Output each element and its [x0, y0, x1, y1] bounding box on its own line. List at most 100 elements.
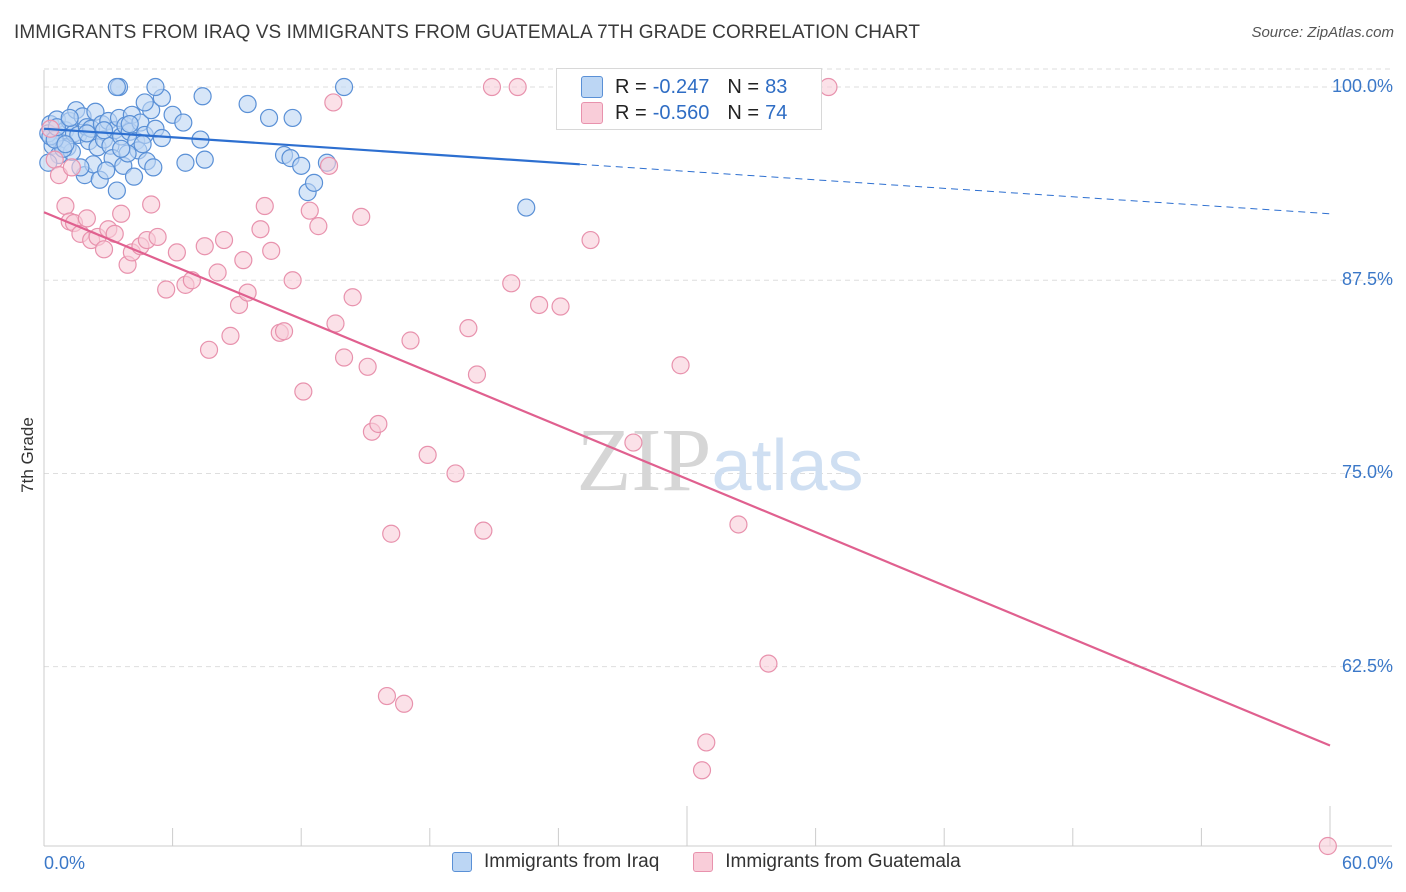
iraq-point-48 — [97, 161, 116, 180]
legend-label-iraq: Immigrants from Iraq — [484, 851, 660, 872]
guatemala-point-7 — [77, 209, 96, 228]
guatemala-point-34 — [262, 241, 281, 260]
x-tick-max: 60.0% — [1341, 853, 1393, 873]
guatemala-point-1 — [45, 150, 64, 169]
iraq-point-51 — [107, 77, 126, 97]
trend-lines — [43, 127, 1331, 747]
guatemala-point-52 — [418, 445, 437, 465]
guatemala-point-57 — [482, 77, 502, 97]
guatemala-point-29 — [229, 295, 249, 315]
iraq-point-71 — [517, 198, 536, 217]
guatemala-point-33 — [255, 196, 274, 216]
guatemala-point-32 — [251, 220, 270, 239]
guatemala-point-62 — [581, 230, 600, 250]
iraq-r-value: -0.247 — [652, 75, 710, 98]
guatemala-r-value: -0.560 — [652, 101, 710, 124]
iraq-n-label: N = — [727, 75, 760, 98]
iraq-point-65 — [283, 108, 302, 128]
series-legend: Immigrants from Iraq Immigrants from Gua… — [452, 851, 995, 873]
iraq-point-80 — [112, 139, 131, 158]
y-tick-label: 100.0% — [1331, 76, 1393, 96]
iraq-point-52 — [135, 93, 154, 112]
guatemala-point-30 — [234, 251, 253, 270]
guatemala-point-26 — [208, 263, 227, 282]
guatemala-point-37 — [283, 271, 302, 290]
iraq-point-78 — [77, 124, 96, 143]
guatemala-point-69 — [819, 77, 838, 97]
iraq-point-41 — [124, 167, 144, 186]
iraq-point-70 — [334, 77, 354, 97]
iraq-point-59 — [195, 150, 214, 169]
iraq-n-value: 83 — [765, 75, 788, 98]
guatemala-point-73 — [62, 158, 81, 177]
gridlines — [44, 68, 1392, 668]
guatemala-point-56 — [474, 521, 493, 540]
legend-swatch-iraq — [452, 852, 472, 872]
correlation-legend: R = -0.247 N = 83 R = -0.560 N = 74 — [556, 68, 822, 130]
guatemala-n-value: 74 — [765, 101, 788, 124]
iraq-point-58 — [193, 87, 212, 106]
iraq-point-62 — [259, 108, 279, 128]
chart-title: IMMIGRANTS FROM IRAQ VS IMMIGRANTS FROM … — [14, 22, 921, 43]
iraq-r-label: R = — [615, 75, 647, 98]
y-tick-label: 75.0% — [1341, 462, 1393, 483]
iraq-point-39 — [107, 181, 126, 200]
guatemala-point-53 — [446, 464, 465, 483]
guatemala-point-25 — [199, 340, 219, 359]
legend-item-iraq[interactable]: Immigrants from Iraq — [452, 851, 659, 873]
guatemala-point-60 — [530, 295, 549, 315]
guatemala-point-59 — [508, 77, 527, 97]
iraq-point-68 — [304, 173, 324, 192]
guatemala-point-36 — [274, 322, 294, 341]
guatemala-point-70 — [324, 93, 343, 112]
guatemala-point-54 — [459, 319, 478, 338]
guatemala-point-51 — [401, 331, 420, 350]
watermark-atlas: atlas — [711, 426, 863, 506]
watermark: ZIPatlas — [576, 411, 863, 510]
legend-label-guatemala: Immigrants from Guatemala — [725, 851, 961, 872]
guatemala-point-13 — [112, 204, 131, 223]
iraq-trend-extension — [579, 163, 1331, 215]
iraq-point-77 — [60, 108, 79, 128]
guatemala-point-67 — [729, 515, 748, 534]
guatemala-point-39 — [300, 201, 319, 220]
iraq-trend-line — [43, 127, 580, 166]
y-tick-label: 62.5% — [1341, 655, 1393, 676]
iraq-point-55 — [146, 77, 165, 97]
iraq-point-76 — [56, 135, 75, 154]
guatemala-point-68 — [759, 654, 778, 673]
guatemala-point-72 — [1318, 836, 1337, 856]
legend-row-iraq: R = -0.247 N = 83 — [581, 74, 787, 100]
iraq-point-66 — [292, 156, 311, 175]
y-tick-label: 87.5% — [1341, 269, 1393, 290]
guatemala-point-19 — [148, 227, 167, 247]
guatemala-point-27 — [214, 230, 234, 250]
guatemala-n-label: N = — [727, 101, 760, 124]
iraq-point-82 — [133, 135, 152, 154]
guatemala-point-10 — [94, 240, 114, 259]
iraq-point-61 — [238, 94, 257, 114]
iraq-point-56 — [174, 113, 193, 132]
guatemala-point-40 — [309, 217, 328, 236]
guatemala-r-label: R = — [615, 101, 647, 124]
series-iraq-points — [39, 77, 536, 217]
iraq-point-60 — [176, 153, 195, 172]
guatemala-point-45 — [352, 207, 371, 226]
guatemala-trend-line — [43, 211, 1331, 747]
guatemala-point-3 — [56, 196, 75, 216]
iraq-point-79 — [94, 121, 114, 140]
guatemala-point-55 — [467, 365, 487, 384]
guatemala-point-18 — [142, 195, 161, 214]
legend-item-guatemala[interactable]: Immigrants from Guatemala — [693, 851, 961, 873]
guatemala-point-50 — [394, 694, 414, 713]
guatemala-point-63 — [624, 433, 643, 452]
guatemala-point-65 — [697, 733, 716, 752]
series-guatemala-points — [41, 77, 1337, 856]
guatemala-point-61 — [551, 297, 570, 316]
iraq-swatch — [581, 76, 603, 98]
guatemala-point-38 — [294, 382, 313, 401]
guatemala-point-64 — [671, 356, 690, 375]
guatemala-point-46 — [358, 357, 377, 376]
guatemala-point-66 — [692, 761, 712, 780]
